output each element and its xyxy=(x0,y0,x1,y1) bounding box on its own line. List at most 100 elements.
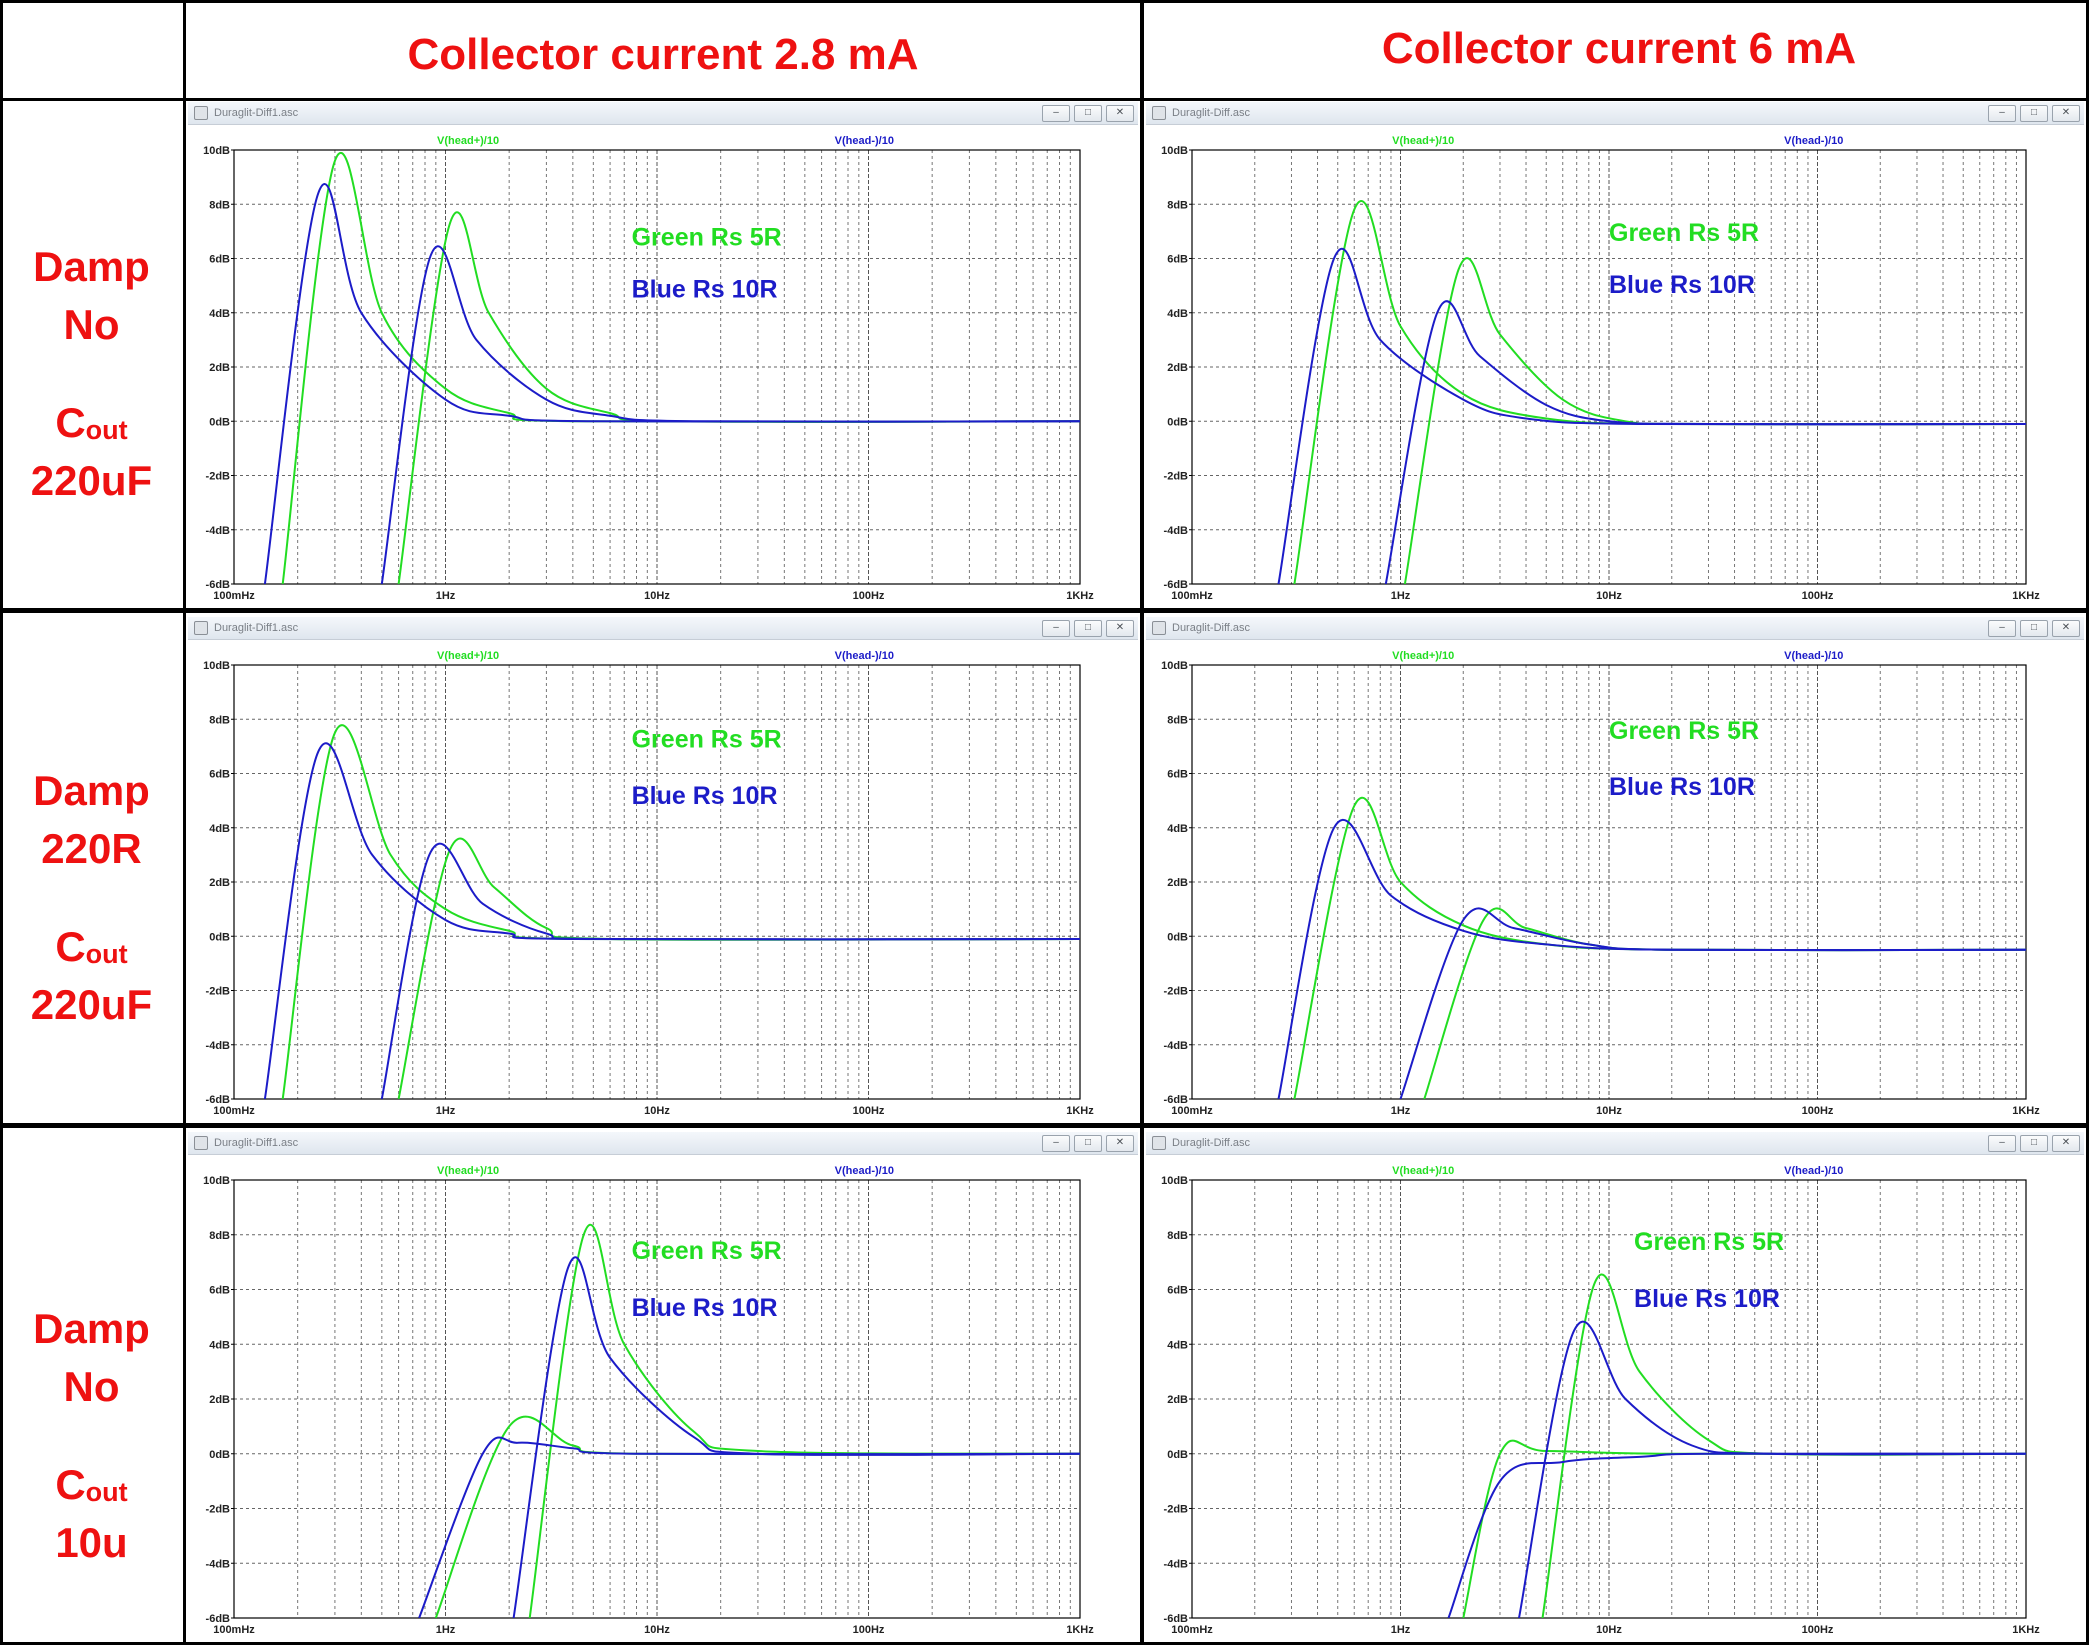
y-tick-label: 2dB xyxy=(1167,877,1188,889)
plot-window-r3-c1[interactable]: Duraglit-Diff1.asc – □ ✕ 100mHz 1Hz 10Hz 100Hz 1… xyxy=(188,1132,1138,1640)
maximize-button[interactable]: □ xyxy=(1074,105,1102,122)
plot-window-r2-c2[interactable]: Duraglit-Diff.asc – □ ✕ 100mHz 1Hz 10Hz 100Hz 1K… xyxy=(1146,617,2084,1121)
trace-label-head-plus: V(head+)/10 xyxy=(1392,650,1454,662)
y-tick-label: 6dB xyxy=(1167,254,1188,266)
app-icon xyxy=(1152,1136,1166,1150)
cout-value: 220uF xyxy=(30,980,153,1028)
y-tick-label: 4dB xyxy=(1167,1339,1188,1351)
y-tick-label: 10dB xyxy=(203,1175,230,1187)
x-tick-label: 1KHz xyxy=(1066,1105,1094,1117)
plot-area: 100mHz 1Hz 10Hz 100Hz 1KHz 10dB 8dB 6dB 4dB 2dB 0d… xyxy=(203,1165,1094,1636)
y-tick-label: 6dB xyxy=(1167,1285,1188,1297)
y-tick-label: -2dB xyxy=(1164,471,1189,483)
annotation-blue: Blue Rs 10R xyxy=(1609,271,1755,299)
minimize-button[interactable]: – xyxy=(1988,1135,2016,1152)
annotation-green: Green Rs 5R xyxy=(1609,219,1759,247)
y-tick-label: 8dB xyxy=(209,714,230,726)
close-button[interactable]: ✕ xyxy=(1106,1135,1134,1152)
minimize-button[interactable]: – xyxy=(1042,1135,1070,1152)
cout-value: 10u xyxy=(55,1518,128,1566)
divider xyxy=(2086,0,2089,1645)
maximize-button[interactable]: □ xyxy=(2020,105,2048,122)
damp-value: 220R xyxy=(41,824,142,872)
green-trace-2 xyxy=(397,211,1080,584)
trace-label-head-minus: V(head-)/10 xyxy=(835,1165,894,1177)
plot-window-r1-c2[interactable]: Duraglit-Diff.asc – □ ✕ 100mHz 1Hz 10Hz 100Hz 1K… xyxy=(1146,102,2084,606)
plot-window-r2-c1[interactable]: Duraglit-Diff1.asc – □ ✕ 100mHz 1Hz 10Hz 100Hz 1… xyxy=(188,617,1138,1121)
close-button[interactable]: ✕ xyxy=(1106,105,1134,122)
annotation-green: Green Rs 5R xyxy=(632,725,782,753)
x-tick-label: 100Hz xyxy=(1802,1105,1834,1117)
close-button[interactable]: ✕ xyxy=(2052,1135,2080,1152)
divider xyxy=(0,0,2089,3)
trace-label-head-plus: V(head+)/10 xyxy=(437,650,499,662)
x-tick-label: 100Hz xyxy=(853,1105,885,1117)
x-tick-label: 1KHz xyxy=(1066,1624,1094,1636)
y-tick-label: 2dB xyxy=(209,877,230,889)
x-tick-label: 1KHz xyxy=(2012,1624,2040,1636)
y-tick-label: 2dB xyxy=(209,362,230,374)
app-icon xyxy=(1152,106,1166,120)
plot-area: 100mHz 1Hz 10Hz 100Hz 1KHz 10dB 8dB 6dB 4dB 2dB 0d… xyxy=(1161,1165,2040,1636)
maximize-button[interactable]: □ xyxy=(1074,1135,1102,1152)
blue-trace-4 xyxy=(380,842,1080,1099)
x-tick-label: 100mHz xyxy=(213,1105,255,1117)
y-tick-label: -2dB xyxy=(206,1504,231,1516)
damp-label: Damp xyxy=(33,243,150,290)
y-tick-label: 4dB xyxy=(1167,823,1188,835)
trace-label-head-plus: V(head+)/10 xyxy=(437,135,499,147)
damp-value: No xyxy=(63,300,120,348)
window-controls: – □ ✕ xyxy=(1988,105,2080,122)
x-tick-label: 100mHz xyxy=(213,590,255,602)
damp-value: No xyxy=(63,1362,120,1410)
divider xyxy=(183,0,186,1645)
window-controls: – □ ✕ xyxy=(1042,105,1134,122)
window-controls: – □ ✕ xyxy=(1988,1135,2080,1152)
y-tick-label: 10dB xyxy=(203,660,230,672)
y-tick-label: 0dB xyxy=(209,931,230,943)
minimize-button[interactable]: – xyxy=(1042,620,1070,637)
y-tick-label: 6dB xyxy=(209,769,230,781)
minimize-button[interactable]: – xyxy=(1988,620,2016,637)
y-tick-label: 6dB xyxy=(209,254,230,266)
x-tick-label: 100mHz xyxy=(213,1624,255,1636)
x-tick-label: 10Hz xyxy=(644,590,670,602)
close-button[interactable]: ✕ xyxy=(1106,620,1134,637)
x-tick-label: 1Hz xyxy=(1391,1624,1411,1636)
y-tick-label: 0dB xyxy=(209,416,230,428)
cout-label: Cout xyxy=(55,922,128,970)
y-tick-label: -6dB xyxy=(206,1094,231,1106)
minimize-button[interactable]: – xyxy=(1988,105,2016,122)
y-tick-label: -6dB xyxy=(1164,1094,1189,1106)
minimize-button[interactable]: – xyxy=(1042,105,1070,122)
plot-window-r3-c2[interactable]: Duraglit-Diff.asc – □ ✕ 100mHz 1Hz 10Hz 100Hz 1K… xyxy=(1146,1132,2084,1640)
plot-frame xyxy=(1191,149,2027,585)
window-titlebar: Duraglit-Diff1.asc – □ ✕ xyxy=(188,617,1138,640)
maximize-button[interactable]: □ xyxy=(1074,620,1102,637)
window-titlebar: Duraglit-Diff1.asc – □ ✕ xyxy=(188,102,1138,125)
y-tick-label: -4dB xyxy=(206,1040,231,1052)
y-tick-label: -6dB xyxy=(206,579,231,591)
y-tick-label: 8dB xyxy=(209,1230,230,1242)
annotation-blue: Blue Rs 10R xyxy=(1609,773,1755,801)
cout-label: Cout xyxy=(55,1460,128,1508)
maximize-button[interactable]: □ xyxy=(2020,1135,2048,1152)
y-tick-label: 8dB xyxy=(1167,199,1188,211)
close-button[interactable]: ✕ xyxy=(2052,105,2080,122)
x-tick-label: 1Hz xyxy=(436,590,456,602)
y-tick-label: 4dB xyxy=(209,1339,230,1351)
divider xyxy=(0,98,2089,101)
maximize-button[interactable]: □ xyxy=(2020,620,2048,637)
window-controls: – □ ✕ xyxy=(1988,620,2080,637)
close-button[interactable]: ✕ xyxy=(2052,620,2080,637)
y-tick-label: -6dB xyxy=(1164,579,1189,591)
app-icon xyxy=(194,621,208,635)
divider xyxy=(0,1123,2089,1128)
y-tick-label: 0dB xyxy=(1167,931,1188,943)
plot-window-r1-c1[interactable]: Duraglit-Diff1.asc – □ ✕ 100mHz 1Hz 10Hz 100Hz 1… xyxy=(188,102,1138,606)
trace-label-head-plus: V(head+)/10 xyxy=(1392,1165,1454,1177)
y-tick-label: -2dB xyxy=(1164,1504,1189,1516)
blue-trace-4 xyxy=(512,1256,1080,1618)
annotation-green: Green Rs 5R xyxy=(1609,717,1759,745)
y-tick-label: -6dB xyxy=(1164,1613,1189,1625)
